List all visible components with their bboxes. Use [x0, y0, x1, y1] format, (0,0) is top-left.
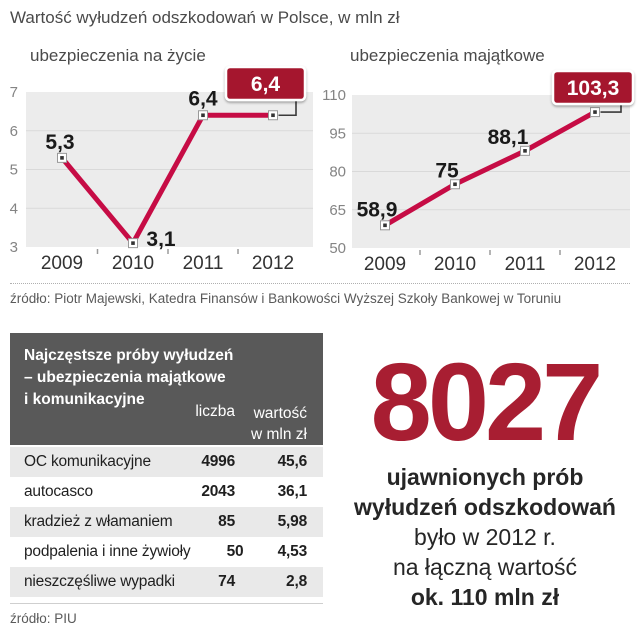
value-label: 88,1 [488, 126, 529, 149]
y-axis-tick-label: 110 [322, 87, 346, 104]
data-point-marker-core [383, 223, 387, 228]
row-value: 5,98 [277, 513, 308, 530]
table-row: OC komunikacyjne 4996 45,6 [10, 447, 323, 477]
y-axis-tick-label: 3 [10, 239, 18, 256]
table-row: podpalenia i inne żywioły 50 4,53 [10, 537, 323, 567]
y-axis-tick-label: 4 [10, 200, 18, 217]
chart-property-insurance: 50 65 80 95 110 2009 2010 2011 2012 58,9 75 88,1 103… [320, 65, 640, 280]
row-count: 85 [218, 513, 235, 530]
value-label: 6,4 [188, 87, 218, 110]
value-label: 75 [435, 159, 459, 182]
stat-caption-line: na łączną wartość [392, 554, 578, 580]
chart-life-subtitle: ubezpieczenia na życie [30, 46, 206, 65]
table-row: autocasco 2043 36,1 [10, 477, 323, 507]
x-axis-year-label: 2012 [252, 253, 294, 274]
table-title-line1: Najczęstsze próby wyłudzeń [24, 347, 234, 364]
bottom-divider [10, 603, 323, 604]
x-axis-year-label: 2011 [183, 253, 224, 274]
x-axis-year-label: 2009 [364, 254, 406, 275]
column-header-value: wartość w mln zł [235, 403, 307, 445]
data-point-marker-core [201, 113, 205, 118]
table-row: kradzież z włamaniem 85 5,98 [10, 507, 323, 537]
stat-caption-line: ujawnionych prób [386, 464, 584, 490]
stat-caption-line: było w 2012 r. [414, 524, 556, 550]
data-point-marker-core [523, 149, 527, 153]
line-chart-svg: 3 4 5 6 7 2009 2010 2011 2012 5,3 3,1 6,4 6,4 [10, 65, 313, 274]
data-point-marker-core [271, 113, 275, 118]
value-badge [551, 69, 635, 106]
row-value: 4,53 [277, 543, 308, 560]
row-value: 36,1 [277, 483, 308, 500]
row-value: 2,8 [286, 573, 307, 590]
value-badge [224, 65, 307, 102]
data-point-marker-core [131, 241, 135, 245]
y-axis-tick-label: 6 [10, 123, 18, 140]
stat-caption-line: ok. 110 mln zł [410, 584, 560, 610]
line-chart-svg: 50 65 80 95 110 2009 2010 2011 2012 58,9 75 88,1 103… [322, 69, 635, 275]
table-row: nieszczęśliwe wypadki 74 2,8 [10, 567, 323, 597]
row-label: podpalenia i inne żywioły [24, 543, 191, 560]
column-header-count: liczba [195, 403, 235, 420]
value-badge-label: 6,4 [251, 73, 281, 96]
x-axis-year-label: 2010 [112, 253, 154, 274]
value-label: 3,1 [146, 228, 176, 251]
data-point-marker-core [60, 156, 64, 160]
row-label: OC komunikacyjne [24, 453, 151, 470]
row-count: 4996 [201, 453, 235, 470]
y-axis-tick-label: 80 [329, 164, 346, 181]
badge-connector [278, 100, 297, 117]
row-count: 50 [226, 543, 244, 560]
value-label: 58,9 [357, 198, 398, 221]
stat-number: 8027 [370, 341, 604, 464]
column-header-value-line2: w mln zł [251, 426, 307, 443]
page-title: Wartość wyłudzeń odszkodowań w Polsce, w… [10, 8, 400, 27]
chart-property-subtitle: ubezpieczenia majątkowe [350, 46, 545, 65]
y-axis-tick-label: 7 [10, 84, 18, 101]
data-line [60, 112, 273, 248]
data-line [383, 109, 597, 228]
table-title-line3: i komunikacyjne [24, 391, 145, 408]
data-point-marker-core [453, 182, 457, 187]
stat-block: 8027 ujawnionych prób wyłudzeń odszkodowa… [332, 341, 638, 612]
stat-caption: ujawnionych prób wyłudzeń odszkodowań było… [332, 462, 638, 612]
y-axis-tick-label: 5 [10, 162, 18, 179]
row-label: kradzież z włamaniem [24, 513, 173, 530]
table-header: Najczęstsze próby wyłudzeń – ubezpieczen… [10, 333, 323, 445]
value-label: 5,3 [45, 131, 74, 154]
column-header-value-line1: wartość [253, 405, 307, 422]
y-axis-tick-label: 95 [329, 125, 346, 142]
row-value: 45,6 [277, 453, 308, 470]
badge-connector [600, 104, 622, 113]
stat-caption-line: wyłudzeń odszkodowań [354, 494, 616, 520]
charts-source-credit: źródło: Piotr Majewski, Katedra Finansów… [10, 291, 562, 306]
data-point-marker-core [593, 110, 597, 114]
x-axis-year-label: 2009 [41, 253, 83, 274]
x-axis-year-label: 2010 [434, 254, 476, 275]
dotted-divider [10, 283, 630, 284]
row-label: autocasco [24, 483, 93, 500]
x-axis-year-label: 2012 [574, 254, 616, 275]
row-label: nieszczęśliwe wypadki [24, 573, 175, 590]
y-axis-tick-label: 65 [329, 202, 346, 219]
x-axis-year-label: 2011 [505, 254, 546, 275]
table-title-line2: – ubezpieczenia majątkowe [24, 369, 226, 386]
y-axis-tick-label: 50 [329, 240, 346, 257]
chart-life-insurance: 3 4 5 6 7 2009 2010 2011 2012 5,3 3,1 6,4 6,4 [0, 65, 320, 280]
table-source-credit: źródło: PIU [10, 611, 77, 626]
row-count: 2043 [201, 483, 235, 500]
value-badge-label: 103,3 [567, 77, 620, 100]
table-title: Najczęstsze próby wyłudzeń – ubezpieczen… [24, 345, 233, 411]
row-count: 74 [218, 573, 235, 590]
fraud-table-rows: OC komunikacyjne 4996 45,6 autocasco 2043 36,… [10, 447, 323, 597]
